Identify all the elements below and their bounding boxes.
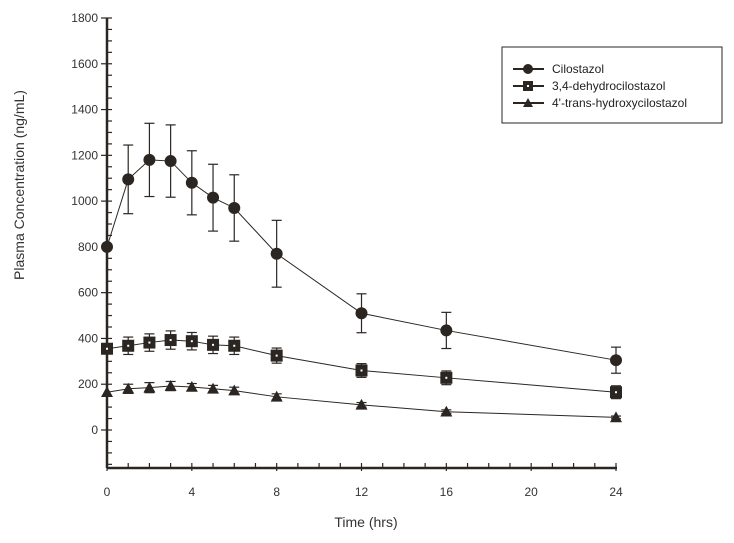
- square-marker-dot: [360, 369, 363, 372]
- x-tick-label: 0: [104, 485, 111, 499]
- triangle-marker: [143, 381, 156, 393]
- triangle-marker: [228, 384, 241, 396]
- series-circle: [101, 122, 622, 374]
- triangle-marker: [164, 380, 177, 391]
- square-marker: [610, 386, 622, 399]
- y-tick-label: 1800: [71, 11, 98, 25]
- x-tick-label: 20: [524, 485, 538, 499]
- square-marker: [122, 339, 135, 352]
- y-tick-label: 1200: [71, 148, 98, 162]
- triangle-marker: [523, 98, 533, 107]
- circle-marker: [228, 201, 241, 214]
- square-marker: [523, 81, 533, 91]
- triangle-marker: [185, 380, 198, 392]
- y-tick-label: 600: [78, 286, 98, 300]
- square-marker: [355, 364, 368, 377]
- circle-marker: [122, 173, 135, 186]
- square-marker-dot: [212, 343, 215, 346]
- y-tick-label: 1600: [71, 57, 98, 71]
- square-marker-dot: [445, 376, 448, 379]
- x-tick-label: 16: [440, 485, 454, 499]
- triangle-marker: [101, 386, 113, 398]
- y-tick-label: 1400: [71, 103, 98, 117]
- circle-marker: [101, 240, 113, 253]
- x-tick-label: 8: [273, 485, 280, 499]
- legend-item: 3,4-dehydrocilostazol: [513, 79, 665, 93]
- triangle-marker: [207, 382, 220, 394]
- triangle-marker: [270, 390, 283, 402]
- triangle-marker: [122, 382, 135, 394]
- x-tick-label: 24: [609, 485, 623, 499]
- y-tick-label: 0: [91, 423, 98, 437]
- x-tick-label: 12: [355, 485, 369, 499]
- circle-marker: [143, 153, 156, 166]
- square-marker: [101, 342, 113, 355]
- legend-label: Cilostazol: [552, 62, 604, 76]
- square-marker: [185, 335, 198, 348]
- square-marker-dot: [127, 344, 130, 347]
- square-marker-dot: [169, 339, 172, 342]
- x-axis-title: Time (hrs): [334, 514, 397, 530]
- series-triangle: [101, 380, 622, 423]
- legend: Cilostazol 3,4-dehydrocilostazol 4'-trans-…: [501, 46, 723, 124]
- y-axis-title: Plasma Concentration (ng/mL): [11, 90, 27, 280]
- circle-marker: [355, 307, 368, 320]
- square-marker: [270, 349, 283, 362]
- y-tick-label: 1000: [71, 194, 98, 208]
- circle-marker: [440, 324, 453, 337]
- circle-marker: [164, 155, 177, 168]
- circle-marker: [610, 354, 622, 367]
- triangle-marker: [355, 398, 368, 410]
- legend-label: 4'-trans-hydroxycilostazol: [552, 96, 687, 110]
- square-marker-dot: [190, 340, 193, 343]
- square-marker-dot: [233, 344, 236, 347]
- legend-item: Cilostazol: [513, 62, 604, 76]
- series-layer: [101, 122, 622, 423]
- circle-marker: [270, 247, 283, 260]
- circle-marker: [185, 176, 198, 189]
- square-marker-dot: [615, 391, 617, 394]
- triangle-marker: [610, 411, 622, 423]
- y-tick-label: 800: [78, 240, 98, 254]
- square-marker-dot: [275, 354, 278, 357]
- triangle-marker: [440, 405, 453, 417]
- legend-item: 4'-trans-hydroxycilostazol: [513, 96, 687, 110]
- circle-marker: [523, 64, 533, 74]
- y-tick-labels: 0 200 400 600 800 1000 1200 1400 1600 1800: [71, 11, 98, 437]
- square-marker-dot: [148, 341, 151, 344]
- x-tick-labels: 0 4 8 12 16 20 24: [104, 485, 623, 499]
- circle-marker: [207, 191, 220, 204]
- square-marker: [164, 334, 177, 347]
- y-tick-label: 200: [78, 377, 98, 391]
- square-marker: [207, 338, 220, 351]
- square-marker-dot: [106, 347, 108, 350]
- x-tick-label: 4: [188, 485, 195, 499]
- y-tick-label: 400: [78, 331, 98, 345]
- square-marker: [143, 336, 156, 349]
- series-square: [101, 330, 622, 400]
- square-marker-dot: [527, 85, 529, 87]
- legend-label: 3,4-dehydrocilostazol: [552, 79, 665, 93]
- square-marker: [440, 371, 453, 384]
- square-marker: [228, 339, 241, 352]
